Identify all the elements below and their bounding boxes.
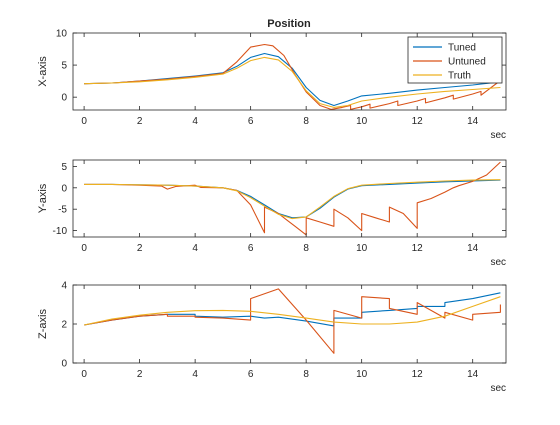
legend-label-untuned: Untuned: [448, 57, 486, 68]
series-group: [83, 288, 501, 354]
x-axis-label: sec: [490, 257, 506, 268]
legend: Tuned Untuned Truth: [407, 36, 503, 84]
series-line-truth: [83, 296, 501, 326]
x-tick-label: 8: [303, 243, 309, 254]
panel-2: 0 2 4 6 8 10 12 14 -10 -5 0 5 Y-axis sec: [37, 159, 507, 268]
series-group: [84, 161, 501, 236]
y-axis-label: Z-axis: [37, 309, 49, 339]
x-tick-label: 8: [303, 369, 309, 380]
chart-title: Position: [267, 18, 311, 30]
y-tick-label: -5: [58, 205, 67, 216]
y-tick-label: 4: [61, 281, 67, 292]
x-tick-label: 6: [248, 116, 254, 127]
x-tick-label: 10: [356, 243, 368, 254]
x-tick-label: 4: [192, 116, 198, 127]
x-tick-label: 14: [467, 116, 479, 127]
y-tick-label: 2: [61, 320, 67, 331]
x-tick-label: 14: [467, 243, 479, 254]
plot-background: [73, 160, 506, 237]
y-axis-label: Y-axis: [37, 183, 49, 213]
series-line-tuned: [84, 52, 501, 107]
x-tick-label: 12: [412, 116, 424, 127]
axes-box: [72, 32, 507, 111]
x-tick-label: 8: [303, 116, 309, 127]
x-tick-label: 12: [412, 369, 424, 380]
series-line-untuned: [84, 43, 501, 110]
y-tick-label: -10: [53, 226, 68, 237]
legend-label-tuned: Tuned: [448, 43, 476, 54]
series-line-untuned: [84, 161, 501, 236]
series-line-tuned: [84, 292, 501, 327]
x-tick-label: 0: [81, 243, 87, 254]
series-line-untuned: [84, 288, 501, 354]
x-axis-label: sec: [490, 130, 506, 141]
x-tick-label: 2: [137, 369, 143, 380]
legend-label-truth: Truth: [448, 71, 471, 82]
series-line-truth: [84, 179, 501, 220]
panel-1: 0 2 4 6 8 10 12 14 0 5 10 X-axis sec Tuned Untuned Trut…: [37, 29, 507, 141]
x-tick-label: 4: [192, 369, 198, 380]
y-tick-label: 10: [56, 29, 68, 40]
x-tick-label: 12: [412, 243, 424, 254]
x-tick-label: 14: [467, 369, 479, 380]
x-tick-label: 10: [356, 116, 368, 127]
y-tick-label: 0: [61, 93, 67, 104]
y-tick-label: 5: [61, 162, 67, 173]
panel-3: 0 2 4 6 8 10 12 14 0 2 4 Z-axis sec: [37, 281, 507, 394]
x-tick-label: 6: [248, 243, 254, 254]
y-axis-label: X-axis: [37, 56, 49, 87]
series-line-truth: [84, 56, 501, 108]
y-tick-label: 0: [61, 359, 67, 370]
y-tick-label: 0: [61, 183, 67, 194]
y-tick-label: 5: [61, 61, 67, 72]
x-tick-label: 0: [81, 369, 87, 380]
x-tick-label: 0: [81, 116, 87, 127]
series-group: [84, 43, 501, 110]
x-tick-label: 2: [137, 243, 143, 254]
x-axis-label: sec: [490, 383, 506, 394]
x-tick-label: 4: [192, 243, 198, 254]
x-tick-label: 2: [137, 116, 143, 127]
x-tick-label: 6: [248, 369, 254, 380]
x-tick-label: 10: [356, 369, 368, 380]
axes-box: [72, 159, 507, 238]
plot-background: [73, 285, 506, 363]
